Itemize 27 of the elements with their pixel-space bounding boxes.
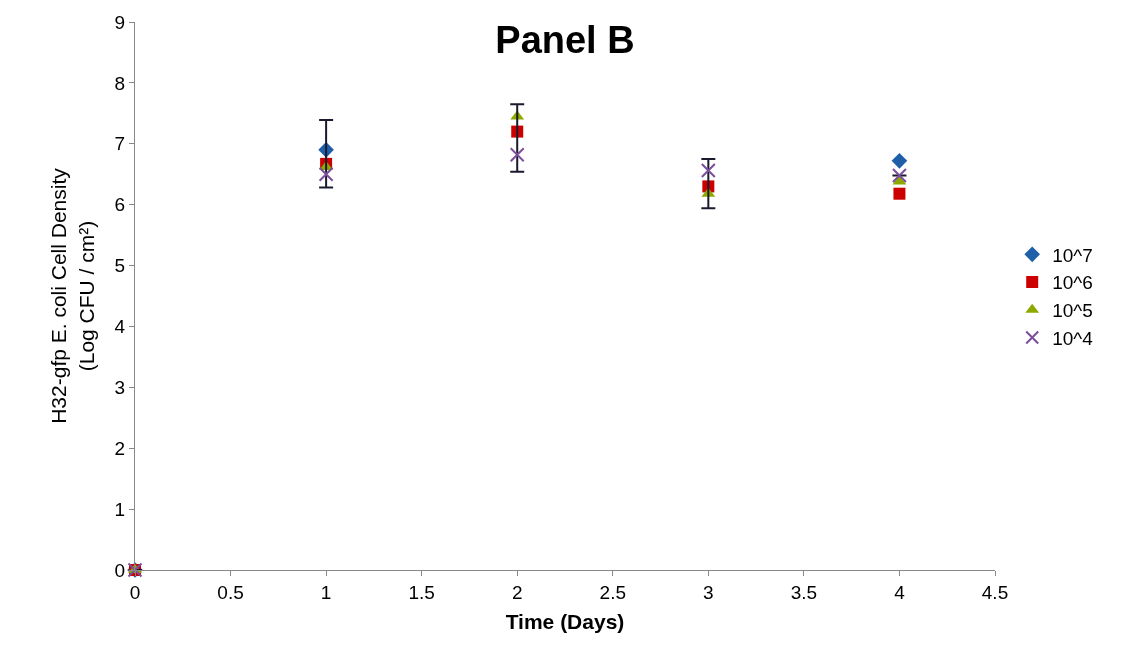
x-tick-label: 2 [511, 581, 523, 603]
legend-label: 10^5 [1052, 300, 1093, 322]
x-tick-label: 1 [320, 581, 332, 603]
legend-label: 10^6 [1052, 272, 1093, 294]
x-tick-label: 1.5 [408, 581, 435, 603]
x-tick-label: 4 [894, 581, 906, 603]
legend-label: 10^4 [1052, 327, 1094, 349]
y-tick-label: 4 [114, 316, 126, 338]
x-tick-label: 3.5 [790, 581, 818, 603]
x-tick-label: 3 [703, 581, 714, 603]
chart-title: Panel B [495, 18, 635, 61]
y-tick-label: 9 [114, 11, 126, 33]
y-tick-label: 8 [114, 72, 126, 94]
x-axis-title: Time (Days) [505, 610, 625, 633]
y-tick-label: 1 [114, 498, 126, 520]
x-tick-label: 0 [129, 581, 141, 603]
y-tick-label: 2 [114, 437, 126, 459]
y-tick-label: 6 [114, 194, 126, 216]
y-tick-label: 5 [114, 255, 126, 277]
x-tick-label: 0.5 [217, 581, 244, 603]
y-tick-label: 3 [114, 376, 126, 398]
y-axis-title: H32-gfp E. coli Cell Density (Log CFU / cm²) [47, 167, 98, 424]
x-tick-label: 4.5 [981, 581, 1009, 603]
legend-label: 10^7 [1052, 244, 1093, 266]
x-tick-label: 2.5 [599, 581, 626, 603]
y-tick-label: 7 [114, 133, 126, 155]
y-tick-label: 0 [114, 559, 126, 581]
